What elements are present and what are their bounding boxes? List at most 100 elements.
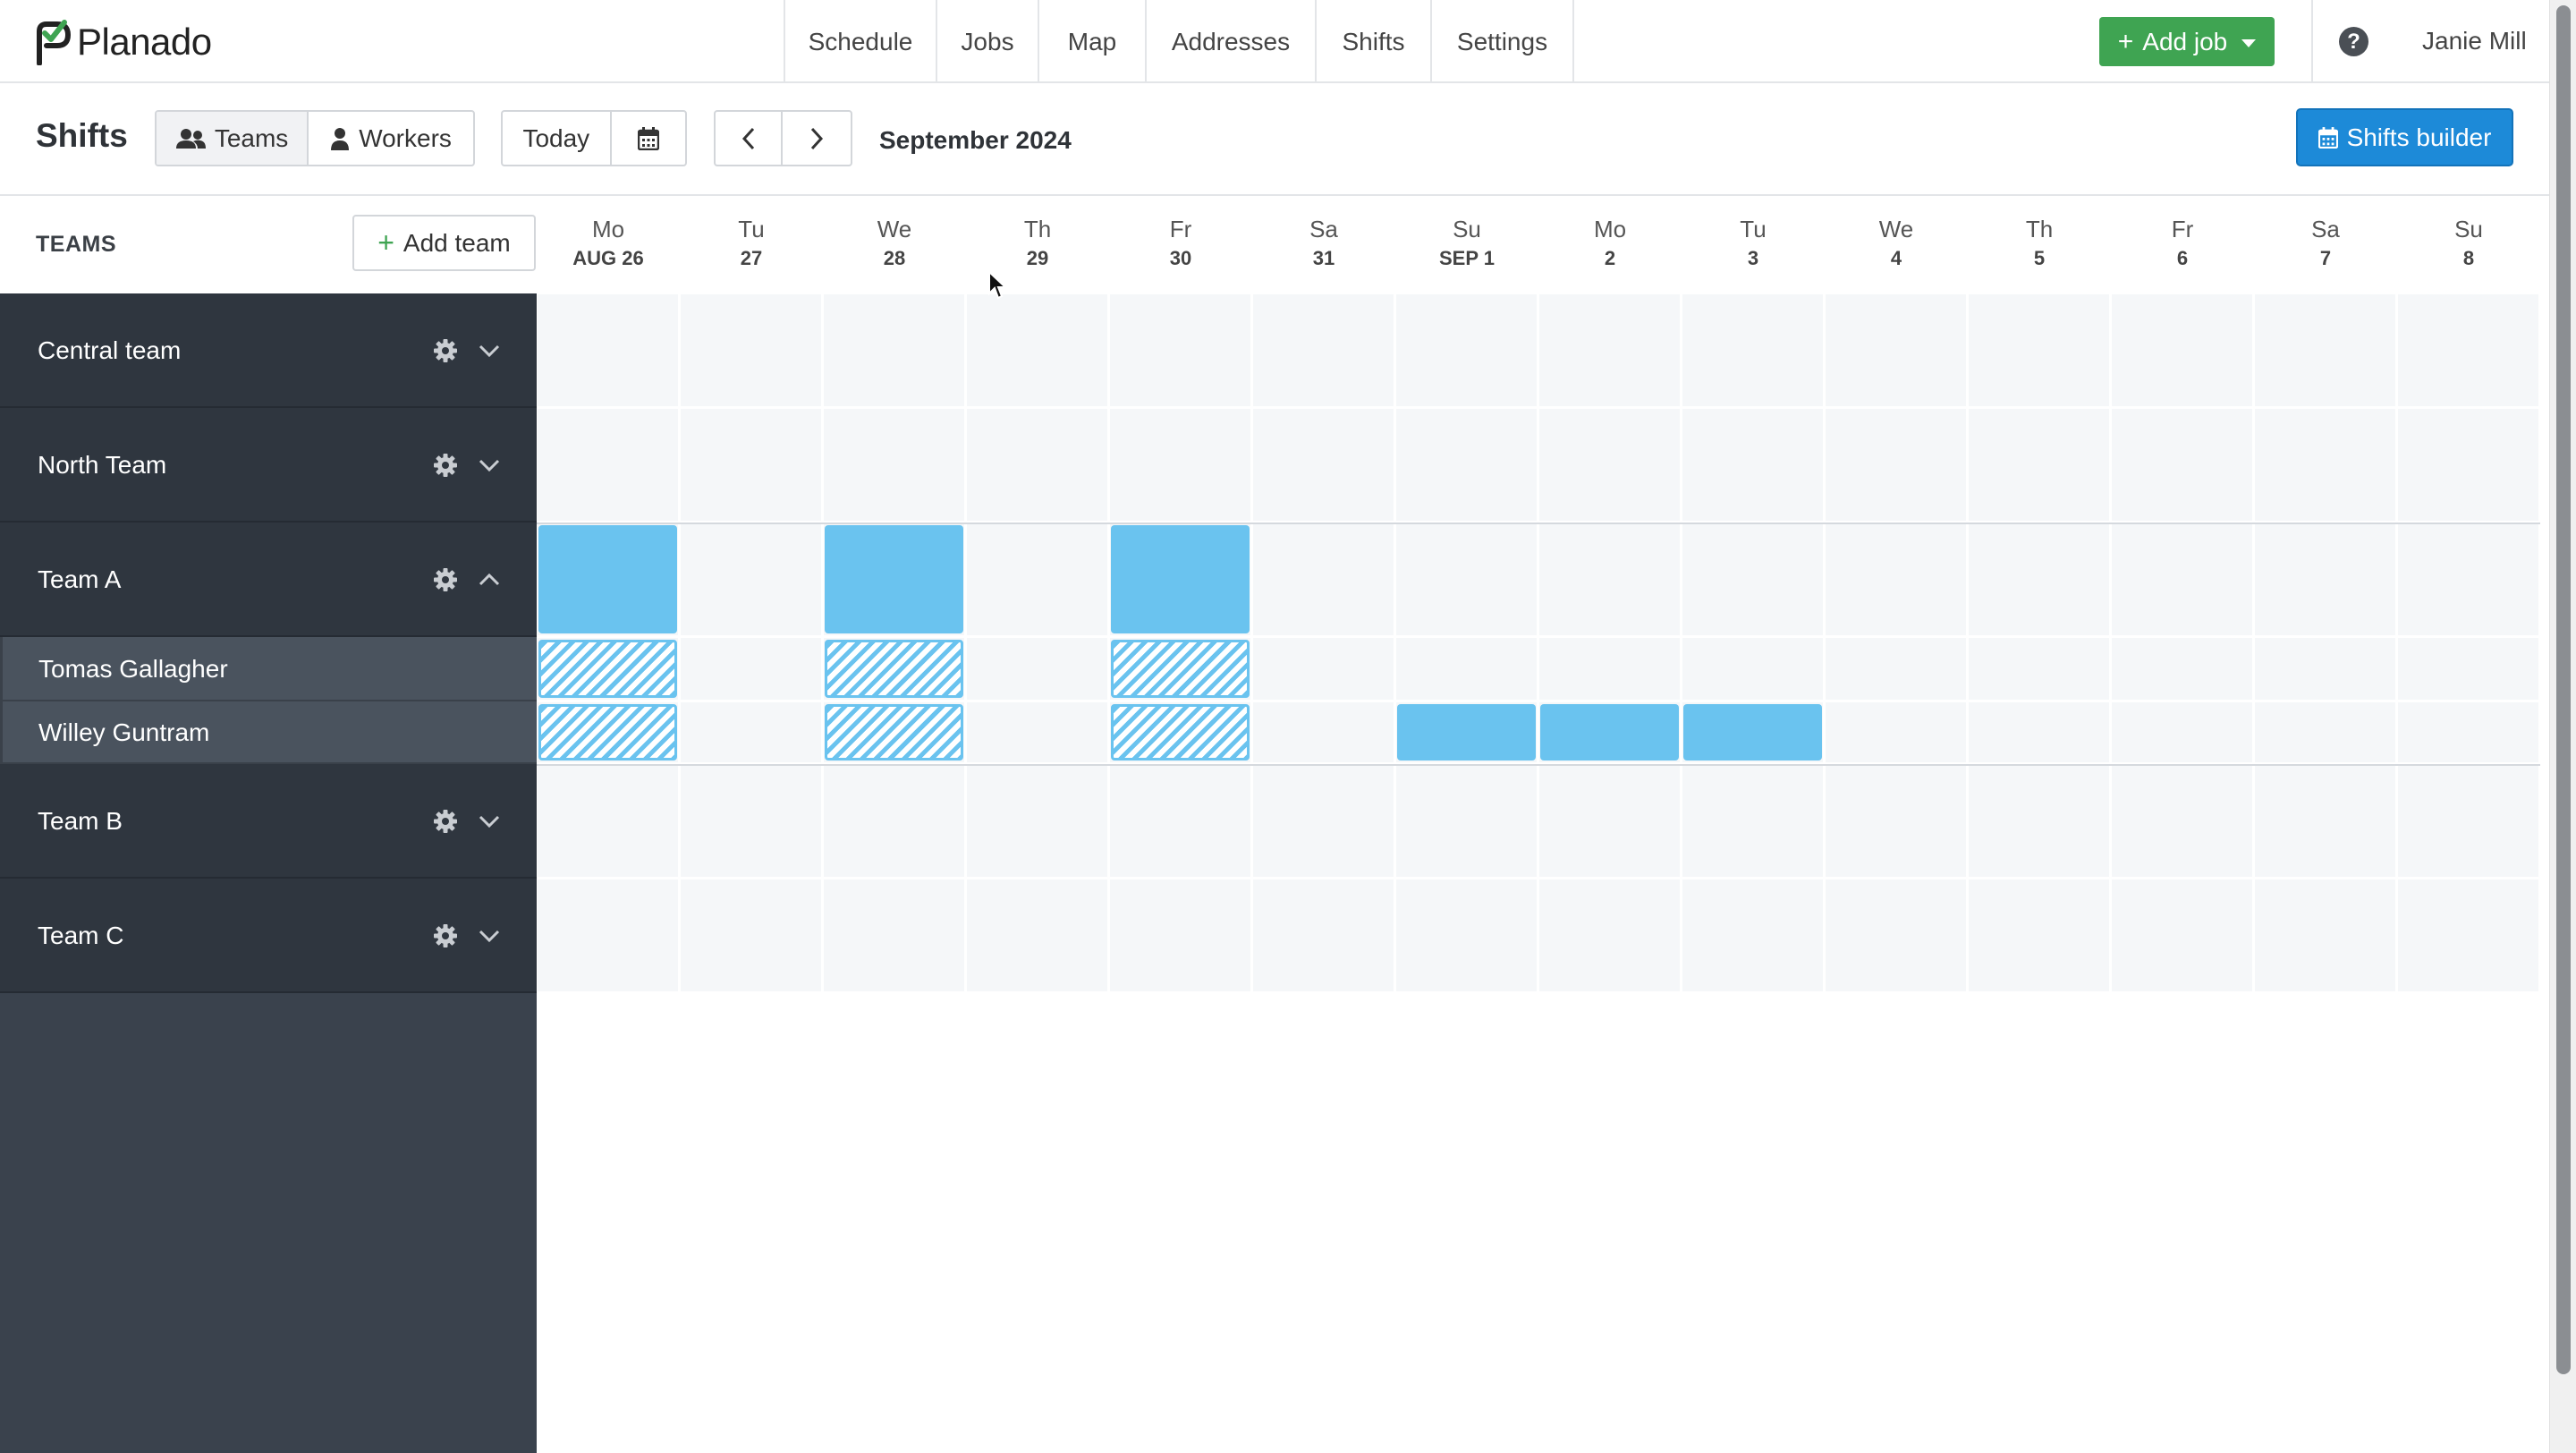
day-cell[interactable] bbox=[1110, 409, 1250, 521]
day-cell[interactable] bbox=[1539, 409, 1680, 521]
day-cell[interactable] bbox=[538, 765, 678, 877]
day-cell[interactable] bbox=[681, 638, 821, 700]
chevron-down-icon[interactable] bbox=[476, 452, 503, 479]
day-cell[interactable] bbox=[1396, 523, 1537, 635]
day-cell[interactable] bbox=[1396, 879, 1537, 991]
day-cell[interactable] bbox=[681, 294, 821, 406]
day-cell[interactable] bbox=[1682, 294, 1823, 406]
day-cell[interactable] bbox=[967, 702, 1107, 762]
day-cell[interactable] bbox=[2255, 702, 2395, 762]
day-cell[interactable] bbox=[967, 409, 1107, 521]
teams-view-button[interactable]: Teams bbox=[157, 112, 309, 165]
day-cell[interactable] bbox=[824, 409, 964, 521]
worker-shift-block-hatched[interactable] bbox=[825, 640, 963, 698]
day-cell[interactable] bbox=[2112, 702, 2252, 762]
day-cell[interactable] bbox=[1396, 765, 1537, 877]
day-cell[interactable] bbox=[2255, 765, 2395, 877]
nav-item-shifts[interactable]: Shifts bbox=[1317, 0, 1432, 83]
day-cell[interactable] bbox=[1253, 879, 1394, 991]
day-cell[interactable] bbox=[824, 765, 964, 877]
day-cell[interactable] bbox=[1969, 638, 2109, 700]
day-cell[interactable] bbox=[2398, 879, 2538, 991]
worker-row[interactable]: Tomas Gallagher bbox=[0, 637, 537, 701]
day-cell[interactable] bbox=[1969, 294, 2109, 406]
day-cell[interactable] bbox=[681, 409, 821, 521]
day-cell[interactable] bbox=[1826, 765, 1966, 877]
page-scrollbar[interactable] bbox=[2549, 0, 2576, 1453]
worker-shift-block[interactable] bbox=[1683, 704, 1822, 760]
day-cell[interactable] bbox=[1826, 879, 1966, 991]
previous-period-button[interactable] bbox=[716, 112, 784, 165]
day-cell[interactable] bbox=[2398, 702, 2538, 762]
day-cell[interactable] bbox=[2398, 765, 2538, 877]
worker-shift-block-hatched[interactable] bbox=[1111, 704, 1250, 760]
worker-row[interactable]: Willey Guntram bbox=[0, 701, 537, 764]
day-cell[interactable] bbox=[2255, 294, 2395, 406]
day-cell[interactable] bbox=[681, 702, 821, 762]
today-button[interactable]: Today bbox=[503, 112, 612, 165]
team-row[interactable]: Central team bbox=[0, 293, 537, 408]
day-cell[interactable] bbox=[2255, 638, 2395, 700]
day-cell[interactable] bbox=[2112, 879, 2252, 991]
nav-item-addresses[interactable]: Addresses bbox=[1147, 0, 1317, 83]
day-cell[interactable] bbox=[1110, 879, 1250, 991]
team-row[interactable]: Team C bbox=[0, 879, 537, 993]
day-cell[interactable] bbox=[1539, 638, 1680, 700]
gear-icon[interactable] bbox=[432, 566, 459, 593]
day-cell[interactable] bbox=[681, 879, 821, 991]
day-cell[interactable] bbox=[1826, 294, 1966, 406]
day-cell[interactable] bbox=[1110, 765, 1250, 877]
day-cell[interactable] bbox=[1826, 638, 1966, 700]
day-cell[interactable] bbox=[1396, 409, 1537, 521]
nav-item-map[interactable]: Map bbox=[1039, 0, 1147, 83]
day-cell[interactable] bbox=[1110, 294, 1250, 406]
day-cell[interactable] bbox=[538, 879, 678, 991]
day-cell[interactable] bbox=[681, 765, 821, 877]
day-cell[interactable] bbox=[538, 409, 678, 521]
nav-item-schedule[interactable]: Schedule bbox=[785, 0, 937, 83]
day-cell[interactable] bbox=[1396, 638, 1537, 700]
help-icon[interactable]: ? bbox=[2339, 27, 2368, 56]
day-cell[interactable] bbox=[2112, 294, 2252, 406]
day-cell[interactable] bbox=[1969, 702, 2109, 762]
gear-icon[interactable] bbox=[432, 922, 459, 949]
gear-icon[interactable] bbox=[432, 808, 459, 835]
shifts-builder-button[interactable]: Shifts builder bbox=[2296, 108, 2513, 166]
day-cell[interactable] bbox=[1826, 523, 1966, 635]
day-cell[interactable] bbox=[2398, 638, 2538, 700]
team-row[interactable]: Team B bbox=[0, 764, 537, 879]
day-cell[interactable] bbox=[2112, 523, 2252, 635]
day-cell[interactable] bbox=[1826, 409, 1966, 521]
team-shift-block[interactable] bbox=[538, 525, 677, 633]
chevron-up-icon[interactable] bbox=[476, 566, 503, 593]
day-cell[interactable] bbox=[967, 523, 1107, 635]
team-shift-block[interactable] bbox=[1111, 525, 1250, 633]
day-cell[interactable] bbox=[1396, 294, 1537, 406]
add-job-button[interactable]: + Add job bbox=[2099, 17, 2275, 66]
day-cell[interactable] bbox=[2255, 879, 2395, 991]
day-cell[interactable] bbox=[2398, 294, 2538, 406]
day-cell[interactable] bbox=[1682, 765, 1823, 877]
day-cell[interactable] bbox=[824, 879, 964, 991]
worker-shift-block-hatched[interactable] bbox=[538, 704, 677, 760]
day-cell[interactable] bbox=[1682, 409, 1823, 521]
chevron-down-icon[interactable] bbox=[476, 922, 503, 949]
gear-icon[interactable] bbox=[432, 337, 459, 364]
day-cell[interactable] bbox=[2112, 638, 2252, 700]
day-cell[interactable] bbox=[1969, 409, 2109, 521]
day-cell[interactable] bbox=[1253, 638, 1394, 700]
day-cell[interactable] bbox=[2112, 409, 2252, 521]
day-cell[interactable] bbox=[824, 294, 964, 406]
day-cell[interactable] bbox=[1969, 765, 2109, 877]
worker-shift-block-hatched[interactable] bbox=[1111, 640, 1250, 698]
chevron-down-icon[interactable] bbox=[476, 337, 503, 364]
day-cell[interactable] bbox=[1253, 294, 1394, 406]
chevron-down-icon[interactable] bbox=[476, 808, 503, 835]
next-period-button[interactable] bbox=[783, 112, 851, 165]
day-cell[interactable] bbox=[1539, 879, 1680, 991]
nav-item-jobs[interactable]: Jobs bbox=[937, 0, 1039, 83]
team-row[interactable]: North Team bbox=[0, 408, 537, 523]
day-cell[interactable] bbox=[538, 294, 678, 406]
day-cell[interactable] bbox=[1682, 879, 1823, 991]
day-cell[interactable] bbox=[1682, 638, 1823, 700]
